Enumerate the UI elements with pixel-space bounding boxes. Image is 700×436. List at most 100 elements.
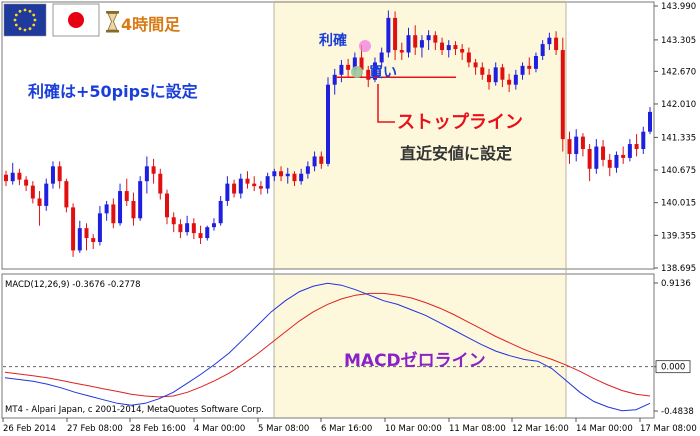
stop-line-callout-connector xyxy=(377,84,395,123)
candle-body xyxy=(560,50,565,140)
time-tick-label: 26 Feb 2014 xyxy=(3,424,56,434)
candle-body xyxy=(352,57,357,70)
candle-body xyxy=(84,228,89,239)
candle-body xyxy=(493,67,498,83)
macd-zero-line-label: MACDゼロライン xyxy=(344,350,486,371)
candle-body xyxy=(272,171,277,177)
candle-body xyxy=(326,84,330,164)
candle-body xyxy=(359,57,364,70)
candle-body xyxy=(292,173,297,182)
candle-body xyxy=(580,136,585,149)
macd-tick-label: 0.000 xyxy=(661,363,685,373)
eu-star xyxy=(13,18,17,22)
candle-body xyxy=(44,183,49,206)
candle-body xyxy=(211,223,216,228)
candle-body xyxy=(332,74,337,85)
time-tick-label: 11 Mar 08:00 xyxy=(449,424,506,434)
candle-body xyxy=(238,178,243,194)
candle-body xyxy=(627,144,632,158)
copyright-text: MT4 - Alpari Japan, c 2001-2014, MetaQuo… xyxy=(5,405,264,415)
macd-tick-label: 0.9136 xyxy=(661,279,691,289)
candle-body xyxy=(507,79,512,85)
candle-body xyxy=(131,200,136,219)
candle-body xyxy=(319,156,324,164)
candle-body xyxy=(453,45,458,50)
candle-body xyxy=(520,65,525,75)
highlight-zone-macd xyxy=(274,275,566,418)
candle-body xyxy=(648,111,652,132)
candle-body xyxy=(372,62,377,80)
macd-panel-frame xyxy=(1,273,655,419)
candle-body xyxy=(91,238,96,243)
candle-body xyxy=(279,171,284,177)
candle-body xyxy=(634,144,639,149)
eu-star xyxy=(14,23,18,27)
candle-body xyxy=(379,52,384,63)
eu-star xyxy=(18,27,22,31)
hourglass-icon xyxy=(106,11,119,33)
candle-body xyxy=(198,233,203,239)
time-tick-label: 12 Mar 16:00 xyxy=(512,424,569,434)
japan-flag-icon xyxy=(52,3,100,37)
candle-body xyxy=(614,154,619,168)
candle-body xyxy=(607,159,612,168)
candle-body xyxy=(258,186,263,189)
take-profit-marker xyxy=(359,40,371,52)
candle-body xyxy=(339,64,344,75)
candle-body xyxy=(245,178,250,184)
eu-flag-icon xyxy=(3,3,47,37)
price-tick-label: 142.010 xyxy=(661,100,696,110)
take-profit-label: 利確 xyxy=(319,32,347,49)
candle-body xyxy=(299,173,304,182)
candle-body xyxy=(124,191,129,201)
buy-label: 買い xyxy=(369,65,397,81)
price-tick-label: 141.335 xyxy=(661,133,696,143)
timeframe-label: 4時間足 xyxy=(121,15,181,34)
candle-body xyxy=(527,65,532,69)
buy-entry-marker xyxy=(351,66,363,78)
time-tick-label: 5 Mar 08:00 xyxy=(258,424,309,434)
candle-body xyxy=(118,191,123,224)
macd-indicator-label: MACD(12,26,9) -0.3676 -0.2778 xyxy=(5,280,141,290)
candle-body xyxy=(413,35,418,48)
eu-star xyxy=(28,27,32,31)
macd-zero-tag xyxy=(655,360,691,374)
candle-body xyxy=(621,154,626,158)
time-tick-label: 28 Feb 16:00 xyxy=(130,424,186,434)
eu-star xyxy=(33,18,37,22)
candle-body xyxy=(37,198,42,206)
candle-body xyxy=(406,35,411,53)
candle-body xyxy=(111,204,116,224)
price-tick-label: 142.670 xyxy=(661,67,696,77)
candle-body xyxy=(191,223,196,234)
candle-body xyxy=(587,148,592,169)
candle-body xyxy=(393,17,398,51)
candle-body xyxy=(71,207,76,251)
price-tick-label: 140.675 xyxy=(661,166,696,176)
time-tick-label: 17 Mar 08:00 xyxy=(640,424,697,434)
candle-body xyxy=(419,40,424,48)
time-tick-label: 6 Mar 16:00 xyxy=(321,424,372,434)
price-tick-label: 143.305 xyxy=(661,36,696,46)
eu-star xyxy=(23,8,27,12)
candle-body xyxy=(547,37,552,45)
candle-body xyxy=(594,146,599,169)
candle-body xyxy=(440,42,445,51)
price-axis: 143.990 143.305 142.670 142.010 141.335 140.6… xyxy=(654,2,696,274)
candle-body xyxy=(30,185,35,199)
eu-star xyxy=(32,23,36,27)
candle-body xyxy=(185,223,190,233)
candle-body xyxy=(500,67,505,80)
eu-star xyxy=(32,13,36,17)
candle-body xyxy=(386,17,391,53)
candle-body xyxy=(178,224,183,233)
candle-body xyxy=(567,139,572,154)
time-tick-label: 27 Feb 08:00 xyxy=(67,424,123,434)
candlestick-series xyxy=(4,10,652,257)
candle-body xyxy=(97,213,102,243)
candle-body xyxy=(104,204,109,214)
candle-body xyxy=(460,49,465,53)
macd-tick-label: -0.4838 xyxy=(661,407,694,417)
candle-body xyxy=(64,181,69,208)
